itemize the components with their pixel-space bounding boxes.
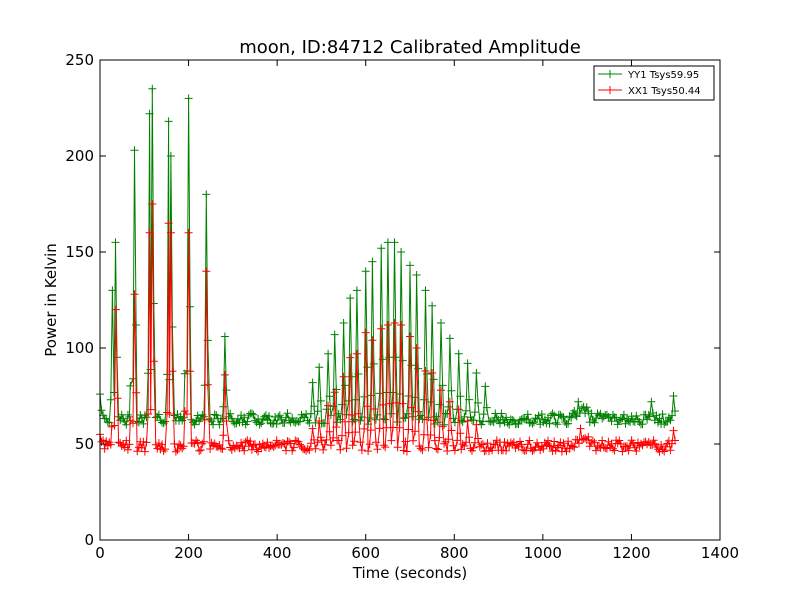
x-tick-label: 200 — [174, 544, 203, 562]
x-tick-label: 0 — [95, 544, 105, 562]
legend-marker-yy1 — [606, 70, 614, 78]
x-tick-label: 1400 — [701, 544, 739, 562]
legend-label-yy1: YY1 Tsys59.95 — [627, 70, 699, 81]
x-tick-label: 800 — [440, 544, 469, 562]
y-tick-label: 50 — [75, 435, 94, 453]
y-tick-label: 0 — [84, 531, 94, 549]
x-tick-label: 1000 — [524, 544, 562, 562]
legend: YY1 Tsys59.95 XX1 Tsys50.44 — [593, 65, 715, 101]
x-axis-label: Time (seconds) — [352, 564, 468, 582]
ticks-layer: 0 200 400 600 800 1000 1200 1400 0 50 100 150 200 250 — [65, 51, 739, 562]
y-tick-label: 150 — [65, 243, 94, 261]
legend-marker-xx1 — [606, 86, 614, 94]
series-0 — [96, 84, 679, 429]
y-tick-label: 100 — [65, 339, 94, 357]
x-tick-label: 1200 — [612, 544, 650, 562]
y-tick-label: 250 — [65, 51, 94, 69]
x-tick-label: 400 — [263, 544, 292, 562]
plot-frame — [99, 59, 721, 541]
legend-box — [593, 65, 715, 101]
legend-label-xx1: XX1 Tsys50.44 — [628, 86, 701, 97]
chart-title: moon, ID:84712 Calibrated Amplitude — [239, 37, 581, 58]
y-tick-label: 200 — [65, 147, 94, 165]
x-tick-label: 600 — [351, 544, 380, 562]
y-axis-label: Power in Kelvin — [42, 243, 60, 357]
